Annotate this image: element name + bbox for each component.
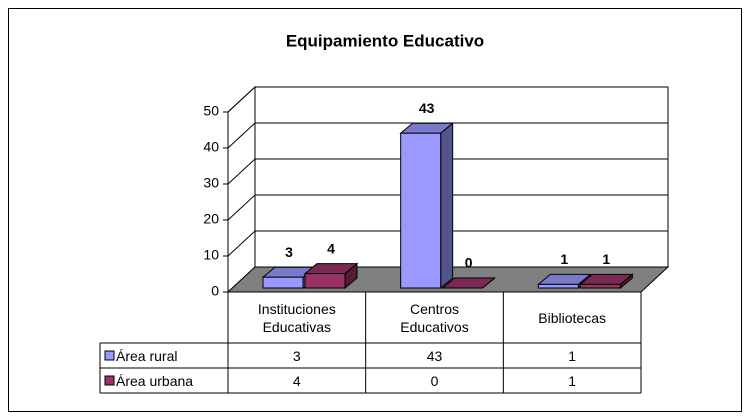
bar [399, 122, 455, 290]
legend-label: Área rural [116, 347, 178, 364]
y-tick-label: 40 [203, 139, 219, 155]
chart-title: Equipamiento Educativo [286, 31, 484, 50]
y-tick-label: 20 [203, 211, 219, 227]
data-label: 3 [285, 244, 293, 260]
bar-front [579, 283, 621, 289]
y-tick-label: 10 [203, 247, 219, 263]
table-value: 3 [292, 347, 301, 364]
table-value: 4 [292, 372, 301, 389]
y-tick-label: 30 [203, 175, 219, 191]
legend-swatch [104, 375, 115, 386]
category-label: Instituciones Educativas [257, 300, 336, 335]
data-label: 4 [327, 240, 335, 256]
legend-swatch [104, 350, 115, 361]
bar [578, 273, 634, 290]
data-label: 0 [465, 255, 473, 271]
y-tick-label: 50 [203, 103, 219, 119]
legend-label: Área urbana [116, 372, 194, 389]
table-value: 1 [568, 347, 577, 364]
side-wall [227, 85, 256, 294]
bar-front [537, 283, 579, 289]
category-label: Bibliotecas [538, 309, 606, 326]
table-value: 1 [568, 372, 577, 389]
bar [441, 277, 497, 289]
grid-line [227, 86, 668, 113]
bar-side [440, 122, 454, 290]
data-label: 43 [419, 100, 435, 116]
grid-line [227, 230, 668, 257]
bar-top [441, 277, 497, 289]
table-value: 43 [426, 347, 443, 364]
grid-line [227, 122, 668, 149]
bar-front [262, 276, 304, 289]
data-label: 1 [602, 251, 610, 267]
y-tick-label: 0 [211, 283, 219, 299]
back-wall [254, 86, 669, 268]
bar [303, 262, 359, 290]
table-value: 0 [430, 372, 439, 389]
bar-front [304, 273, 346, 289]
data-label: 1 [560, 251, 568, 267]
grid-line [227, 158, 668, 185]
grid-line [227, 194, 668, 221]
bar-front [400, 132, 442, 289]
category-label: Centros Educativos [400, 300, 469, 335]
